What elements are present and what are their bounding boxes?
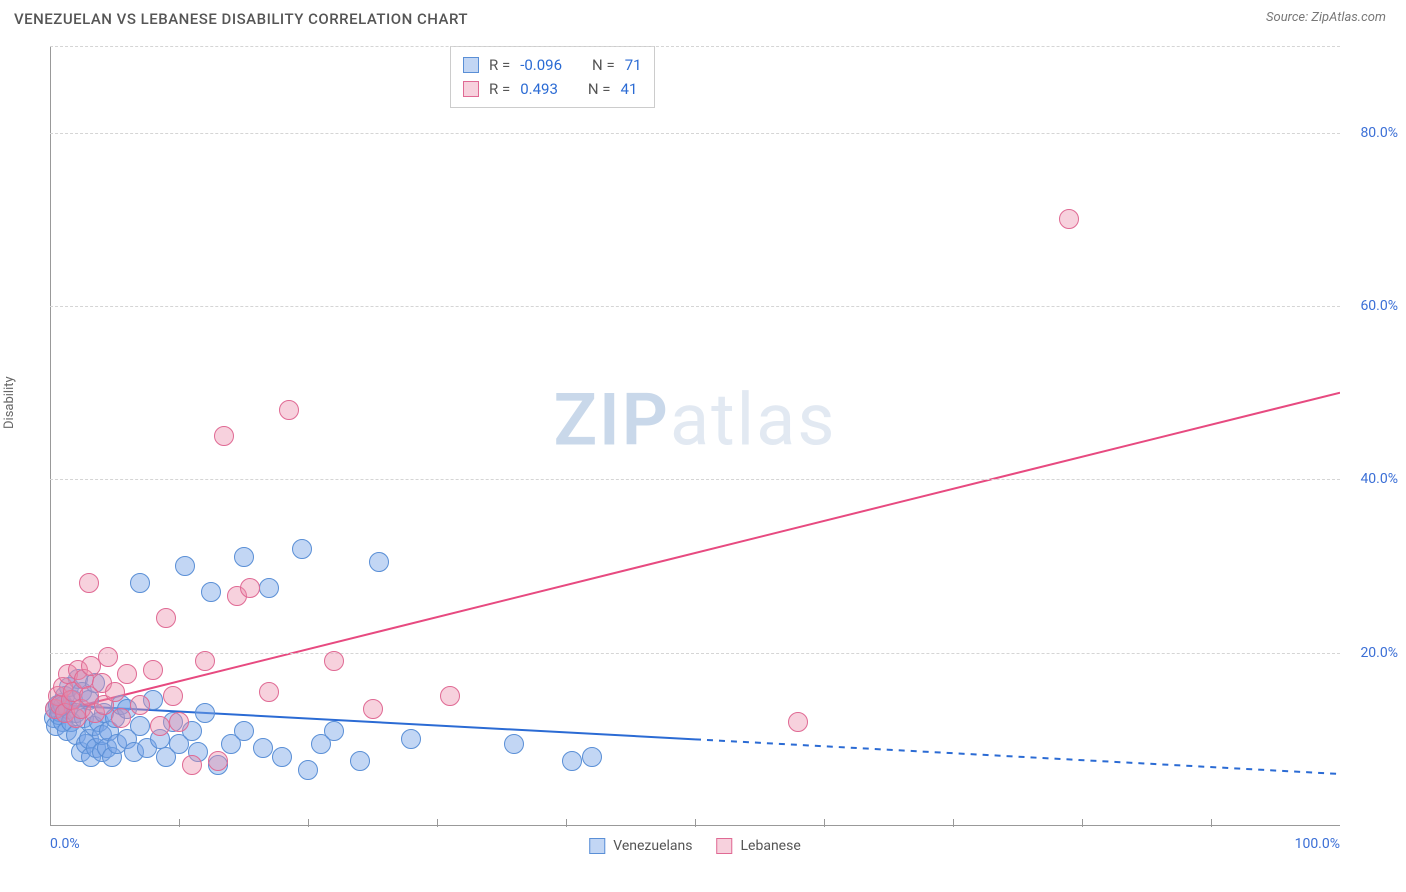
data-point bbox=[440, 686, 460, 706]
data-point bbox=[234, 721, 254, 741]
trendline-dashed bbox=[695, 739, 1340, 774]
x-tick bbox=[1082, 819, 1083, 827]
x-tick bbox=[953, 819, 954, 827]
data-point bbox=[324, 651, 344, 671]
data-point bbox=[105, 682, 125, 702]
data-point bbox=[117, 664, 137, 684]
y-tick-label: 40.0% bbox=[1360, 471, 1398, 487]
legend-item: Lebanese bbox=[717, 838, 801, 854]
x-tick bbox=[437, 819, 438, 827]
legend-series: Venezuelans Lebanese bbox=[589, 838, 801, 854]
data-point bbox=[401, 729, 421, 749]
data-point bbox=[182, 755, 202, 775]
x-tick bbox=[566, 819, 567, 827]
legend-label: Lebanese bbox=[741, 838, 801, 854]
x-tick bbox=[1211, 819, 1212, 827]
data-point bbox=[150, 716, 170, 736]
data-point bbox=[279, 400, 299, 420]
data-point bbox=[292, 539, 312, 559]
legend-n-value: 41 bbox=[621, 77, 638, 101]
data-point bbox=[259, 578, 279, 598]
y-tick-label: 80.0% bbox=[1360, 125, 1398, 141]
gridline-h bbox=[50, 653, 1340, 654]
data-point bbox=[143, 660, 163, 680]
data-point bbox=[111, 708, 131, 728]
data-point bbox=[272, 747, 292, 767]
legend-n-label: N = bbox=[592, 53, 615, 77]
data-point bbox=[214, 426, 234, 446]
legend-r-label: R = bbox=[489, 53, 510, 77]
data-point bbox=[369, 552, 389, 572]
legend-r-label: R = bbox=[489, 77, 510, 101]
data-point bbox=[253, 738, 273, 758]
data-point bbox=[98, 647, 118, 667]
data-point bbox=[350, 751, 370, 771]
y-tick-label: 20.0% bbox=[1360, 645, 1398, 661]
legend-row: R = -0.096 N = 71 bbox=[463, 53, 642, 77]
data-point bbox=[1059, 209, 1079, 229]
trendlines-svg bbox=[50, 46, 1340, 826]
chart-header: VENEZUELAN VS LEBANESE DISABILITY CORREL… bbox=[0, 0, 1406, 28]
gridline-h bbox=[50, 306, 1340, 307]
gridline-h bbox=[50, 479, 1340, 480]
chart-container: Disability ZIPatlas R = -0.096 N = 71 R … bbox=[10, 36, 1396, 882]
legend-swatch bbox=[589, 838, 605, 854]
y-axis-label: Disability bbox=[2, 376, 17, 429]
data-point bbox=[130, 716, 150, 736]
legend-r-value: 0.493 bbox=[520, 77, 558, 101]
data-point bbox=[324, 721, 344, 741]
data-point bbox=[363, 699, 383, 719]
x-tick-label: 0.0% bbox=[50, 836, 80, 852]
legend-swatch bbox=[463, 81, 479, 97]
data-point bbox=[195, 651, 215, 671]
data-point bbox=[788, 712, 808, 732]
data-point bbox=[130, 695, 150, 715]
data-point bbox=[240, 578, 260, 598]
data-point bbox=[169, 712, 189, 732]
x-tick-label: 100.0% bbox=[1295, 836, 1340, 852]
chart-title: VENEZUELAN VS LEBANESE DISABILITY CORREL… bbox=[14, 10, 468, 28]
x-tick bbox=[179, 819, 180, 827]
data-point bbox=[259, 682, 279, 702]
data-point bbox=[208, 751, 228, 771]
data-point bbox=[79, 573, 99, 593]
legend-n-value: 71 bbox=[625, 53, 642, 77]
gridline-h bbox=[50, 46, 1340, 47]
plot-area: ZIPatlas R = -0.096 N = 71 R = 0.493 N =… bbox=[50, 46, 1340, 826]
x-tick bbox=[308, 819, 309, 827]
data-point bbox=[504, 734, 524, 754]
watermark-atlas: atlas bbox=[670, 378, 837, 463]
watermark: ZIPatlas bbox=[553, 378, 836, 463]
legend-swatch bbox=[717, 838, 733, 854]
x-tick bbox=[824, 819, 825, 827]
legend-n-label: N = bbox=[588, 77, 611, 101]
data-point bbox=[163, 686, 183, 706]
legend-swatch bbox=[463, 57, 479, 73]
chart-source: Source: ZipAtlas.com bbox=[1266, 10, 1386, 25]
data-point bbox=[175, 556, 195, 576]
data-point bbox=[582, 747, 602, 767]
y-tick-label: 60.0% bbox=[1360, 298, 1398, 314]
legend-item: Venezuelans bbox=[589, 838, 692, 854]
data-point bbox=[234, 547, 254, 567]
data-point bbox=[156, 608, 176, 628]
data-point bbox=[562, 751, 582, 771]
legend-r-value: -0.096 bbox=[520, 53, 562, 77]
data-point bbox=[195, 703, 215, 723]
x-tick bbox=[695, 819, 696, 827]
data-point bbox=[201, 582, 221, 602]
watermark-zip: ZIP bbox=[553, 378, 669, 463]
data-point bbox=[298, 760, 318, 780]
data-point bbox=[130, 573, 150, 593]
legend-row: R = 0.493 N = 41 bbox=[463, 77, 642, 101]
gridline-h bbox=[50, 133, 1340, 134]
legend-label: Venezuelans bbox=[613, 838, 692, 854]
legend-correlation: R = -0.096 N = 71 R = 0.493 N = 41 bbox=[450, 46, 655, 108]
